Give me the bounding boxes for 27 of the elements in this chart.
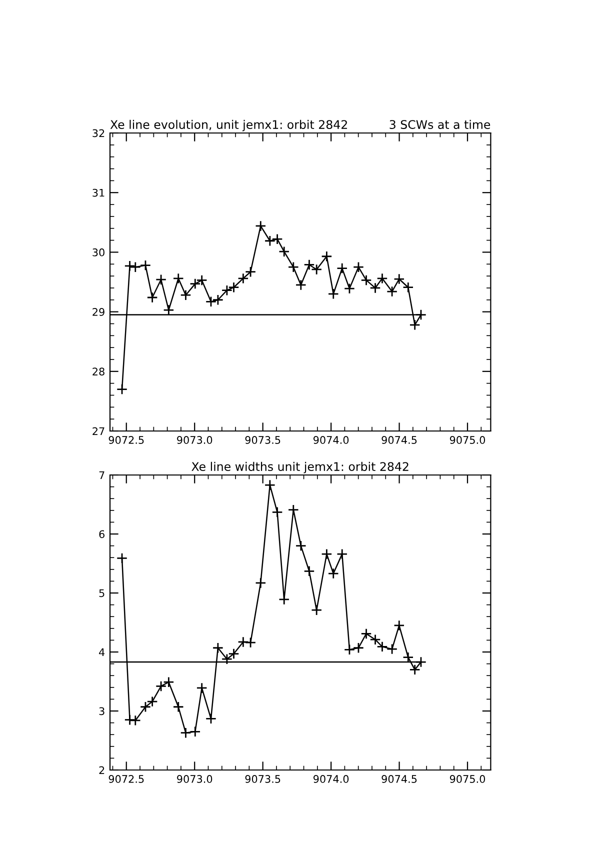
x-tick-label: 9074.5 — [382, 775, 417, 783]
y-tick-label: 3 — [99, 707, 104, 716]
x-tick-label: 9074.0 — [313, 436, 349, 444]
chart-subtitle: 3 SCWs at a time — [390, 120, 490, 129]
y-tick-label: 4 — [99, 648, 105, 656]
y-tick-label: 29 — [92, 308, 104, 316]
x-tick-label: 9075.0 — [450, 436, 486, 444]
x-tick-label: 9073.5 — [245, 436, 280, 444]
y-tick-label: 31 — [92, 188, 104, 197]
y-tick-label: 2 — [99, 766, 104, 774]
x-tick-label: 9074.0 — [313, 775, 349, 783]
y-tick-label: 27 — [92, 427, 104, 435]
y-tick-label: 30 — [92, 248, 104, 256]
chart-title: Xe line widths unit jemx1: orbit 2842 — [192, 462, 408, 474]
x-tick-label: 9075.0 — [450, 775, 486, 783]
x-tick-label: 9073.5 — [245, 775, 280, 783]
x-tick-label: 9073.0 — [177, 436, 212, 444]
x-tick-label: 9073.0 — [177, 775, 212, 783]
y-tick-label: 7 — [99, 471, 104, 479]
y-tick-label: 5 — [99, 589, 104, 598]
x-tick-label: 9074.5 — [382, 436, 417, 444]
x-tick-label: 9072.5 — [108, 436, 144, 444]
y-tick-label: 32 — [92, 129, 104, 138]
y-tick-label: 6 — [99, 530, 104, 538]
y-tick-label: 28 — [92, 368, 104, 376]
chart-title: Xe line evolution, unit jemx1: orbit 2842 — [110, 120, 347, 132]
x-tick-label: 9072.5 — [108, 775, 144, 783]
